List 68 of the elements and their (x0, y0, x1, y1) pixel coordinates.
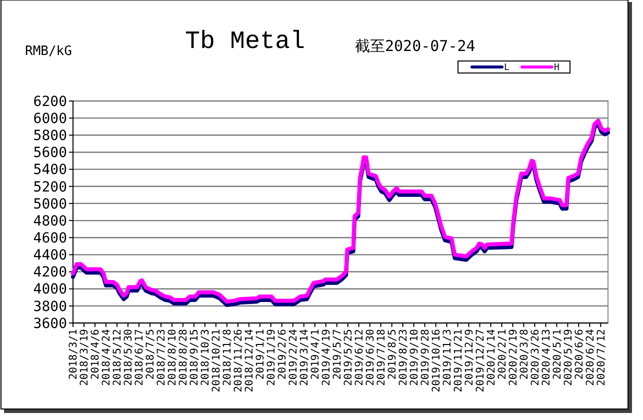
x-tick-label: 2019/11/21 (452, 329, 464, 392)
x-tick-label: 2018/10/3 (200, 329, 212, 386)
y-tick-label: 5600 (33, 145, 67, 162)
x-tick-label: 2019/12/9 (463, 329, 476, 386)
x-tick-label: 2020/3/26 (529, 329, 542, 386)
y-tick-label: 4200 (33, 264, 67, 281)
x-tick-label: 2019/8/5 (386, 329, 398, 380)
x-tick-label: 2020/7/12 (595, 329, 608, 386)
x-tick-label: 2018/5/30 (122, 329, 135, 386)
x-tick-label: 2018/11/26 (232, 329, 245, 392)
y-tick-label: 4600 (33, 230, 67, 247)
x-tick-label: 2020/3/8 (518, 329, 530, 380)
y-tick-label: 4400 (33, 248, 67, 264)
x-tick-label: 2018/8/10 (166, 329, 179, 386)
x-tick-label: 2019/11/3 (441, 329, 454, 386)
x-tick-label: 2020/2/1 (496, 329, 508, 380)
x-tick-label: 2019/12/27 (474, 329, 486, 392)
x-tick-label: 2018/3/19 (78, 329, 91, 386)
x-tick-label: 2019/7/18 (375, 329, 388, 386)
x-tick-label: 2018/9/15 (188, 329, 201, 386)
x-tick-label: 2019/4/19 (320, 329, 333, 386)
x-tick-label: 2019/4/1 (310, 329, 322, 380)
x-tick-label: 2018/11/8 (222, 329, 234, 386)
y-tick-label: 6000 (33, 110, 67, 127)
x-tick-label: 2018/8/28 (178, 329, 190, 386)
x-tick-label: 2019/1/19 (266, 329, 278, 386)
x-tick-label: 2019/9/28 (419, 329, 432, 386)
x-tick-label: 2018/7/5 (144, 329, 157, 380)
x-tick-label: 2018/4/6 (90, 329, 102, 380)
y-tick-label: 5400 (33, 162, 67, 178)
x-tick-label: 2018/12/14 (244, 329, 256, 392)
x-tick-label: 2019/2/24 (288, 329, 300, 386)
x-tick-label: 2019/3/14 (298, 329, 311, 386)
x-tick-label: 2020/5/1 (551, 329, 564, 380)
x-tick-label: 2020/1/14 (485, 329, 498, 386)
x-tick-label: 2018/5/12 (112, 329, 124, 386)
chart-subtitle: 截至2020-07-24 (355, 37, 476, 55)
x-tick-label: 2020/6/6 (573, 329, 586, 380)
y-tick-label: 4800 (33, 213, 67, 230)
legend-label: H (554, 63, 560, 74)
x-tick-label: 2018/6/17 (134, 329, 146, 386)
x-tick-label: 2018/3/1 (68, 329, 80, 380)
x-tick-label: 2019/5/25 (342, 329, 355, 386)
y-tick-label: 5200 (33, 179, 67, 196)
y-axis-title: RMB/kG (25, 44, 72, 59)
x-tick-label: 2020/6/24 (584, 329, 596, 386)
y-tick-label: 3800 (33, 298, 67, 315)
y-tick-label: 6200 (33, 94, 67, 110)
legend-label: L (504, 63, 510, 74)
chart-title: Tb Metal (184, 27, 306, 56)
x-tick-label: 2018/10/21 (210, 329, 223, 392)
x-tick-label: 2019/8/23 (397, 329, 410, 386)
x-tick-label: 2018/7/23 (156, 329, 168, 386)
y-tick-label: 5000 (33, 196, 67, 212)
y-tick-label: 4000 (33, 282, 67, 298)
x-tick-label: 2020/5/19 (562, 329, 574, 386)
x-tick-label: 2020/2/19 (507, 329, 520, 386)
x-tick-label: 2019/1/1 (254, 329, 267, 380)
x-tick-label: 2019/5/7 (332, 329, 344, 380)
x-tick-label: 2019/10/16 (430, 329, 442, 392)
x-tick-label: 2019/9/10 (408, 329, 420, 386)
x-tick-label: 2019/2/6 (276, 329, 289, 380)
y-tick-label: 5800 (33, 128, 67, 144)
y-tick-label: 3600 (33, 316, 67, 332)
x-tick-label: 2018/4/24 (100, 329, 113, 386)
x-tick-label: 2019/6/30 (364, 329, 376, 386)
x-tick-label: 2020/4/13 (540, 329, 552, 386)
x-tick-label: 2019/6/12 (353, 329, 366, 386)
